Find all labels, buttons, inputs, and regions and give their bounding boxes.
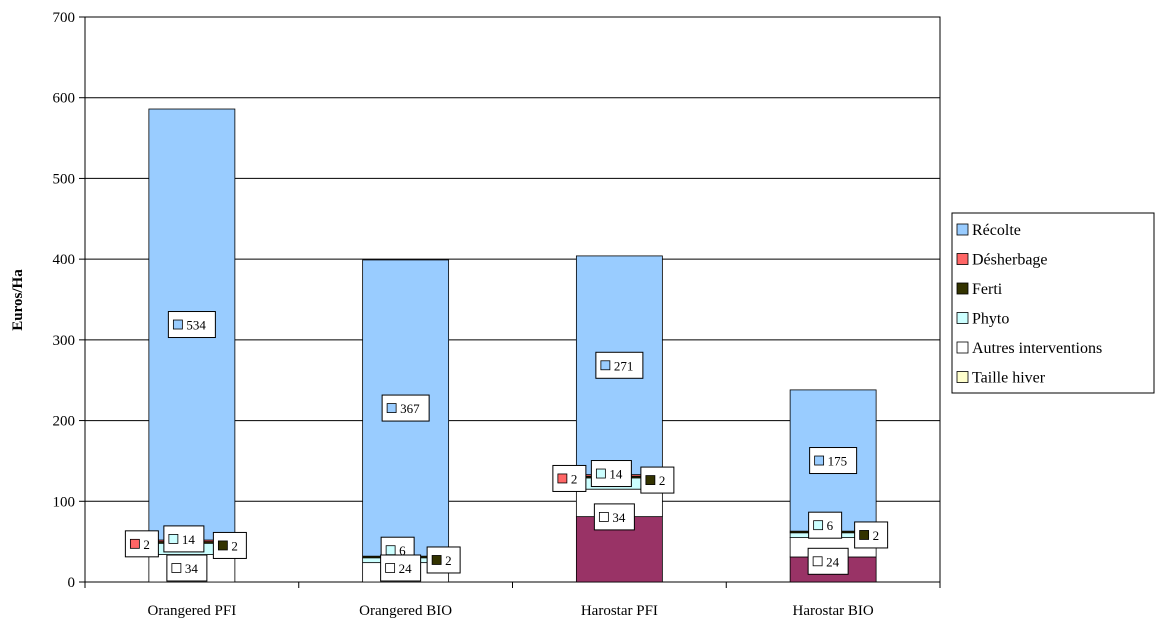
legend-item-taille-hiver: Taille hiver — [956, 370, 1046, 387]
data-label-text: 2 — [873, 528, 880, 543]
data-labels: 534 2 14 2 34 367 2 6 24 271 2 14 2 34 175 2 6 24 — [124, 311, 889, 582]
legend-label: Ferti — [972, 281, 1003, 298]
data-label-key — [598, 512, 609, 522]
data-label-harostar-pfi-desherbage: 2 — [552, 464, 587, 492]
data-label-text: 14 — [609, 467, 623, 482]
data-label-orangered-pfi-autres-interventions: 34 — [166, 554, 208, 582]
data-label-key — [168, 534, 179, 544]
legend-item-phyto: Phyto — [956, 311, 1009, 328]
data-label-key — [172, 319, 183, 330]
legend-label: Autres interventions — [972, 340, 1102, 357]
bars — [148, 108, 877, 583]
data-label-orangered-pfi-phyto: 14 — [163, 525, 205, 553]
legend-label: Désherbage — [972, 252, 1048, 269]
data-label-box — [426, 546, 461, 574]
data-label-text: 6 — [827, 518, 834, 533]
data-label-key — [217, 540, 228, 551]
data-label-text: 14 — [182, 532, 196, 547]
legend-swatch — [956, 223, 969, 236]
legend-item-recolte: Récolte — [956, 222, 1021, 239]
x-tick-label-harostar-bio: Harostar BIO — [793, 603, 874, 619]
data-label-key — [386, 403, 397, 413]
data-label-text: 2 — [571, 471, 578, 486]
legend-swatch — [956, 341, 969, 354]
data-label-key — [812, 556, 823, 567]
data-label-key — [557, 473, 568, 484]
data-label-text: 271 — [614, 358, 634, 373]
data-label-text: 24 — [826, 554, 840, 569]
data-label-text: 34 — [612, 510, 626, 525]
data-label-key — [645, 475, 656, 485]
legend-swatch — [956, 312, 969, 324]
axes — [79, 16, 941, 588]
data-label-harostar-bio-ferti: 2 — [854, 521, 889, 549]
data-label-orangered-pfi-ferti: 2 — [212, 531, 247, 559]
y-tick-label: 0 — [68, 575, 76, 591]
data-label-key — [813, 520, 824, 531]
data-label-text: 34 — [185, 561, 199, 576]
x-tick-label-harostar-pfi: Harostar PFI — [581, 603, 658, 619]
data-label-text: 2 — [231, 538, 238, 553]
data-label-harostar-bio-phyto: 6 — [808, 511, 843, 539]
data-label-orangered-bio-recolte: 367 — [381, 394, 430, 422]
data-label-text: 2 — [659, 473, 666, 488]
legend-swatch — [956, 371, 969, 383]
data-label-orangered-bio-autres-interventions: 24 — [380, 554, 422, 582]
legend-label: Phyto — [972, 311, 1009, 328]
data-label-orangered-pfi-desherbage: 2 — [124, 530, 159, 558]
data-label-harostar-pfi-ferti: 2 — [640, 466, 675, 494]
data-label-orangered-pfi-recolte: 534 — [167, 311, 216, 339]
data-label-text: 6 — [399, 543, 406, 558]
legend-box — [951, 212, 1155, 394]
data-label-harostar-pfi-phyto: 14 — [590, 460, 632, 488]
data-label-text: 24 — [399, 561, 413, 576]
y-tick-label: 200 — [53, 414, 76, 430]
data-label-text: 534 — [186, 318, 206, 333]
data-label-harostar-pfi-autres-interventions: 34 — [593, 503, 635, 531]
data-label-harostar-pfi-recolte: 271 — [595, 351, 644, 379]
y-tick-label: 400 — [53, 252, 76, 268]
data-label-key — [600, 360, 611, 371]
y-tick-label: 100 — [53, 494, 76, 510]
x-tick-label-orangered-pfi: Orangered PFI — [148, 603, 237, 619]
data-label-key — [171, 563, 182, 573]
data-label-key — [431, 555, 442, 565]
legend-swatch — [956, 282, 969, 295]
data-label-harostar-bio-autres-interventions: 24 — [807, 547, 849, 575]
legend-swatch — [956, 253, 969, 265]
x-tick-label-orangered-bio: Orangered BIO — [359, 603, 452, 619]
tick-labels: 0 100 200 300 400 500 600 700 Orangered PFI Orang… — [53, 10, 874, 619]
y-tick-label: 600 — [53, 91, 76, 107]
data-label-box — [807, 547, 849, 575]
data-label-key — [129, 538, 140, 549]
legend-label: Récolte — [972, 222, 1021, 239]
legend-item-autres-interventions: Autres interventions — [956, 340, 1102, 357]
legend-item-ferti: Ferti — [956, 281, 1003, 298]
y-tick-label: 700 — [53, 10, 76, 26]
data-label-key — [385, 563, 396, 573]
data-label-box — [590, 460, 632, 488]
legend-label: Taille hiver — [972, 370, 1046, 387]
data-label-key — [595, 468, 606, 479]
legend-item-desherbage: Désherbage — [956, 252, 1048, 269]
data-label-text: 2 — [445, 553, 452, 568]
data-label-harostar-bio-recolte: 175 — [809, 447, 858, 475]
y-axis-title: Euros/Ha — [10, 269, 26, 331]
y-tick-label: 300 — [53, 333, 76, 349]
data-label-text: 2 — [143, 537, 150, 552]
data-label-key — [859, 530, 870, 540]
y-tick-label: 500 — [53, 171, 76, 187]
data-label-key — [814, 455, 825, 466]
data-label-text: 175 — [828, 454, 848, 469]
data-label-key — [385, 545, 396, 556]
legend: Récolte Désherbage Ferti Phyto Autres interv… — [951, 212, 1155, 394]
data-label-orangered-bio-ferti: 2 — [426, 546, 461, 574]
data-label-text: 367 — [400, 401, 420, 416]
